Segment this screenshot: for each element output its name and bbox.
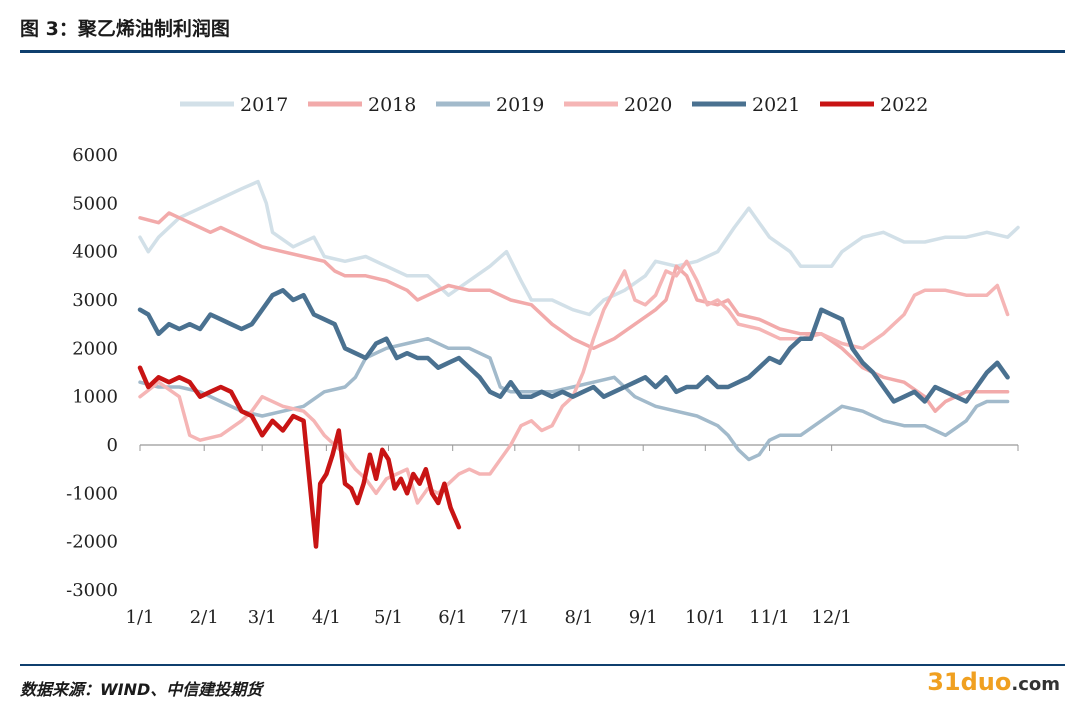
watermark: 31duo.com — [927, 668, 1060, 696]
y-tick-label: 2000 — [72, 338, 118, 359]
y-tick-label: 0 — [107, 435, 118, 456]
x-tick-label: 2/1 — [190, 607, 219, 628]
legend-label-2022: 2022 — [880, 94, 928, 116]
chart-legend: 2017 2018 2019 2020 2021 2022 — [180, 94, 928, 116]
watermark-main: 31duo — [927, 668, 1012, 696]
series-line-2019 — [138, 336, 1010, 462]
y-tick-label: 1000 — [72, 387, 118, 408]
x-tick-label: 12/1 — [811, 607, 851, 628]
y-tick-label: 4000 — [72, 242, 118, 263]
legend-label-2019: 2019 — [496, 94, 544, 116]
x-tick-label: 7/1 — [500, 607, 529, 628]
x-tick-label: 3/1 — [248, 607, 277, 628]
x-axis: 1/1 2/1 3/1 4/1 5/1 6/1 7/1 8/1 9/1 10/1 11/1 12/1 — [126, 444, 1019, 628]
x-tick-label: 10/1 — [685, 607, 725, 628]
series-group — [137, 179, 1020, 549]
footer-divider — [20, 664, 1065, 666]
header-divider — [20, 50, 1065, 53]
x-tick-label: 9/1 — [629, 607, 658, 628]
y-tick-label: 5000 — [72, 193, 118, 214]
series-line-2020 — [138, 259, 1010, 505]
y-tick-label: 6000 — [72, 145, 118, 166]
x-tick-label: 1/1 — [126, 607, 155, 628]
x-tick-label: 8/1 — [565, 607, 594, 628]
x-tick-label: 11/1 — [749, 607, 789, 628]
series-line-2017 — [138, 179, 1020, 317]
series-line-2018 — [138, 211, 1010, 413]
legend-label-2017: 2017 — [240, 94, 288, 116]
y-axis: 6000 5000 4000 3000 2000 1000 0 -1000 -2000 -3000 — [66, 145, 118, 601]
legend-label-2020: 2020 — [624, 94, 672, 116]
watermark-suffix: .com — [1011, 674, 1060, 695]
y-tick-label: 3000 — [72, 290, 118, 311]
legend-label-2021: 2021 — [752, 94, 800, 116]
legend-label-2018: 2018 — [368, 94, 416, 116]
series-line-2021 — [137, 288, 1010, 404]
line-chart: 2017 2018 2019 2020 2021 2022 6000 5000 4000 300… — [66, 94, 1020, 628]
x-tick-label: 6/1 — [438, 607, 467, 628]
x-tick-label: 5/1 — [374, 607, 403, 628]
series-line-2022 — [137, 365, 462, 549]
page-title: 图 3：聚乙烯油制利润图 — [20, 18, 230, 40]
x-tick-label: 4/1 — [312, 607, 341, 628]
y-tick-label: -1000 — [66, 483, 118, 504]
data-source-note: 数据来源：WIND、中信建投期货 — [20, 680, 263, 699]
y-tick-label: -3000 — [66, 580, 118, 601]
y-tick-label: -2000 — [66, 532, 118, 553]
